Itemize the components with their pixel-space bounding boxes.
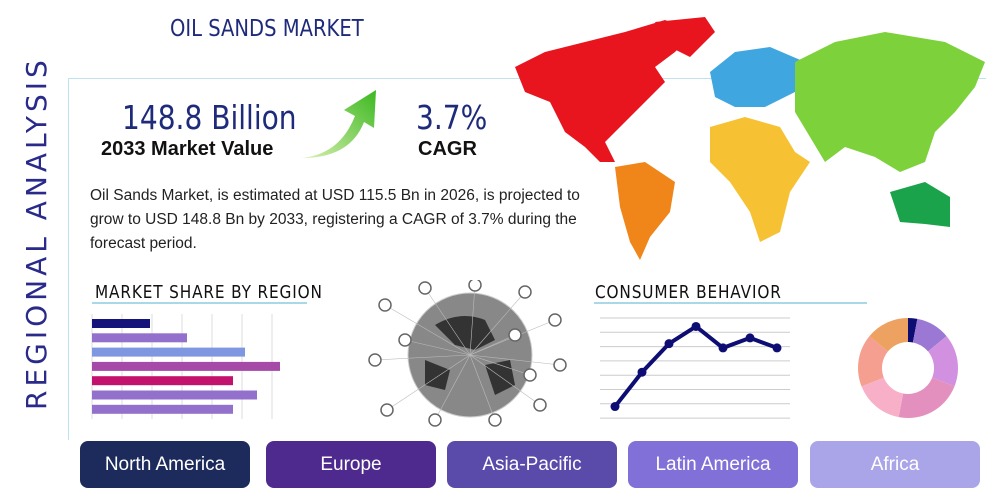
market-value: 148.8 Billion xyxy=(122,98,297,137)
region-button-africa[interactable]: Africa xyxy=(810,441,980,488)
data-point xyxy=(745,333,755,343)
user-node-icon xyxy=(418,281,432,295)
cagr-value: 3.7% xyxy=(416,98,488,137)
user-node-icon xyxy=(380,403,394,417)
user-node-icon xyxy=(523,368,537,382)
page-title: OIL SANDS MARKET xyxy=(170,16,364,42)
region-button-latin-america[interactable]: Latin America xyxy=(628,441,798,488)
map-north-america xyxy=(515,20,695,162)
bar xyxy=(92,333,187,343)
consumer-donut-chart xyxy=(858,318,958,418)
map-africa xyxy=(710,117,810,242)
network-link xyxy=(469,284,476,356)
network-link xyxy=(469,354,531,376)
network-globe-icon xyxy=(368,280,567,427)
network-link xyxy=(386,354,471,411)
donut-slice xyxy=(898,377,955,418)
side-label: REGIONAL ANALYSIS xyxy=(20,56,53,410)
growth-arrow-icon xyxy=(302,90,376,158)
user-node-icon xyxy=(428,413,442,427)
network-link xyxy=(424,287,471,356)
network-link xyxy=(469,354,561,366)
network-link xyxy=(434,354,471,421)
divider xyxy=(92,302,307,304)
data-point xyxy=(610,402,620,412)
network-link xyxy=(404,339,471,356)
region-button-europe[interactable]: Europe xyxy=(266,441,436,488)
world-map xyxy=(515,17,985,260)
user-node-icon xyxy=(518,285,532,299)
consumer-line-chart xyxy=(600,317,790,419)
user-node-icon xyxy=(378,298,392,312)
bar xyxy=(92,319,150,328)
network-link xyxy=(384,304,471,356)
user-node-icon xyxy=(368,353,382,367)
donut-slice xyxy=(908,318,918,343)
network-link xyxy=(469,334,516,356)
donut-slice xyxy=(912,318,947,352)
data-point xyxy=(772,343,782,353)
description: Oil Sands Market, is estimated at USD 11… xyxy=(90,187,580,252)
network-link xyxy=(469,354,496,421)
user-node-icon xyxy=(398,333,412,347)
bar xyxy=(92,376,233,386)
user-node-icon xyxy=(553,358,567,372)
user-node-icon xyxy=(533,398,547,412)
network-link xyxy=(469,354,541,406)
donut-slice xyxy=(869,318,908,352)
bar xyxy=(92,361,280,371)
data-point xyxy=(664,339,674,349)
data-point xyxy=(637,367,647,377)
map-asia xyxy=(795,32,985,172)
bar xyxy=(92,390,257,400)
user-node-icon xyxy=(548,313,562,327)
donut-slice xyxy=(858,336,888,387)
bar xyxy=(92,404,233,414)
region-button-asia-pacific[interactable]: Asia-Pacific xyxy=(447,441,617,488)
bar xyxy=(92,347,245,357)
data-point xyxy=(718,343,728,353)
map-europe xyxy=(710,47,805,107)
data-point xyxy=(691,321,701,331)
map-australia xyxy=(890,182,950,227)
map-greenland xyxy=(655,17,715,57)
market-share-title: MARKET SHARE BY REGION xyxy=(95,282,323,303)
user-node-icon xyxy=(488,413,502,427)
market-share-chart xyxy=(91,314,280,419)
user-node-icon xyxy=(508,328,522,342)
user-node-icon xyxy=(468,280,482,292)
market-value-label: 2033 Market Value xyxy=(101,138,274,160)
cagr-label: CAGR xyxy=(418,138,477,160)
divider xyxy=(594,302,867,304)
network-link xyxy=(469,291,526,356)
donut-slice xyxy=(861,377,904,418)
map-south-america xyxy=(615,162,675,260)
donut-slice xyxy=(928,336,958,387)
network-link xyxy=(374,354,471,361)
consumer-behavior-title: CONSUMER BEHAVIOR xyxy=(595,282,782,303)
region-button-north-america[interactable]: North America xyxy=(80,441,250,488)
